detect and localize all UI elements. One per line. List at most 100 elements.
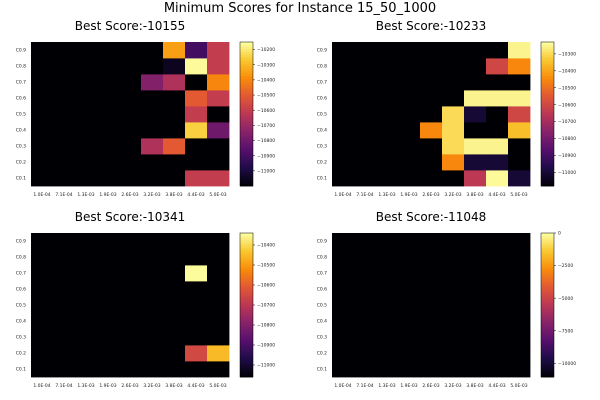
heatmap-cell (185, 122, 208, 139)
x-tick-label: 4.4E-03 (488, 192, 505, 198)
heatmap-cell (119, 58, 142, 75)
colorbar-segment (541, 114, 554, 117)
heatmap-cell (420, 281, 443, 298)
heatmap-cell (97, 138, 120, 155)
heatmap-cell (119, 74, 142, 91)
heatmap-cell (185, 170, 208, 187)
colorbar-segment (240, 305, 253, 308)
y-tick-label: C0.7 (317, 80, 327, 86)
colorbar-segment (541, 58, 554, 62)
heatmap-cell (354, 42, 377, 59)
colorbar-segment (541, 278, 554, 282)
colorbar-segment (240, 365, 253, 368)
colorbar-segment (541, 312, 554, 315)
colorbar-segment (240, 121, 253, 124)
heatmap-cell (376, 154, 399, 171)
colorbar-segment (541, 307, 554, 311)
colorbar-segment (240, 154, 253, 158)
colorbar-segment (541, 154, 554, 158)
heatmap-cell (119, 233, 142, 250)
heatmap-cell (75, 297, 98, 314)
colorbar-segment (541, 300, 554, 303)
heatmap-cell (185, 329, 208, 346)
colorbar-segment (240, 58, 253, 62)
heatmap-cell (420, 265, 443, 282)
y-tick-label: C0.6 (317, 287, 327, 293)
x-tick-label: 3.8E-03 (466, 192, 483, 198)
heatmap-cell (53, 74, 76, 91)
heatmap-cell (207, 313, 230, 330)
heatmap-cell (332, 74, 355, 91)
heatmap-cell (332, 281, 355, 298)
heatmap-cell (420, 154, 443, 171)
heatmap-cell (442, 74, 465, 91)
heatmap-cell (442, 281, 465, 298)
heatmap-cell (163, 361, 186, 378)
colorbar-segment (240, 271, 253, 275)
colorbar-segment (240, 355, 253, 359)
heatmap-cell (398, 122, 421, 139)
colorbar-segment (240, 46, 253, 50)
y-tick-label: C0.3 (16, 144, 26, 150)
colorbar-segment (541, 276, 554, 279)
heatmap-cell (97, 74, 120, 91)
heatmap-cell (119, 329, 142, 346)
colorbar-segment (541, 309, 554, 313)
y-tick-label: C0.4 (16, 319, 26, 325)
heatmap-cell (398, 154, 421, 171)
heatmap-cell (163, 297, 186, 314)
heatmap-cell (97, 329, 120, 346)
y-tick-label: C0.7 (16, 80, 26, 86)
colorbar-segment (240, 297, 253, 301)
heatmap-cell (508, 90, 531, 107)
heatmap-cell (464, 297, 487, 314)
y-tick-label: C0.5 (317, 303, 327, 309)
heatmap-cell (207, 154, 230, 171)
heatmap-cell (141, 361, 164, 378)
y-tick-label: C0.6 (16, 287, 26, 293)
colorbar-segment (240, 162, 253, 165)
colorbar-segment (240, 254, 253, 258)
heatmap-cell (119, 281, 142, 298)
colorbar-segment (541, 42, 554, 45)
colorbar-segment (240, 78, 253, 81)
heatmap-cell (376, 233, 399, 250)
colorbar-segment (240, 174, 253, 177)
colorbar-tick-label: −10900 (257, 153, 275, 159)
heatmap-cell (464, 329, 487, 346)
heatmap-cell (354, 329, 377, 346)
heatmap-cell (420, 233, 443, 250)
heatmap-cell (185, 154, 208, 171)
y-tick-label: C0.2 (16, 351, 26, 357)
heatmap-cell (332, 265, 355, 282)
colorbar-segment (240, 145, 253, 148)
y-tick-label: C0.8 (16, 64, 26, 70)
y-tick-label: C0.6 (16, 96, 26, 102)
colorbar-segment (240, 360, 253, 363)
heatmap-cell (442, 106, 465, 123)
colorbar-segment (541, 269, 554, 272)
heatmap-cell (486, 233, 509, 250)
heatmap-cell (119, 138, 142, 155)
heatmap-cell (354, 281, 377, 298)
colorbar-segment (240, 164, 253, 168)
colorbar-segment (541, 133, 554, 136)
x-tick-label: 1.0E-04 (334, 383, 351, 389)
heatmap-cell (53, 154, 76, 171)
y-tick-label: C0.4 (317, 319, 327, 325)
colorbar-segment (541, 331, 554, 335)
heatmap-cell (464, 313, 487, 330)
colorbar-segment (240, 324, 253, 327)
heatmap-cell (420, 297, 443, 314)
heatmap-cell (97, 249, 120, 266)
heatmap-panel-1: Best Score:-10155 C0.1 C0.2 C0.3 C0.4 C0.5 C0.… (16, 19, 276, 198)
colorbar-segment (240, 92, 253, 96)
heatmap-cell (207, 297, 230, 314)
x-tick-label: 3.8E-03 (165, 192, 182, 198)
colorbar-tick-label: −10600 (558, 102, 576, 108)
heatmap-cell (464, 122, 487, 139)
heatmap-cell (508, 233, 531, 250)
colorbar-segment (240, 367, 253, 371)
heatmap-cell (442, 249, 465, 266)
colorbar-segment (240, 66, 253, 69)
